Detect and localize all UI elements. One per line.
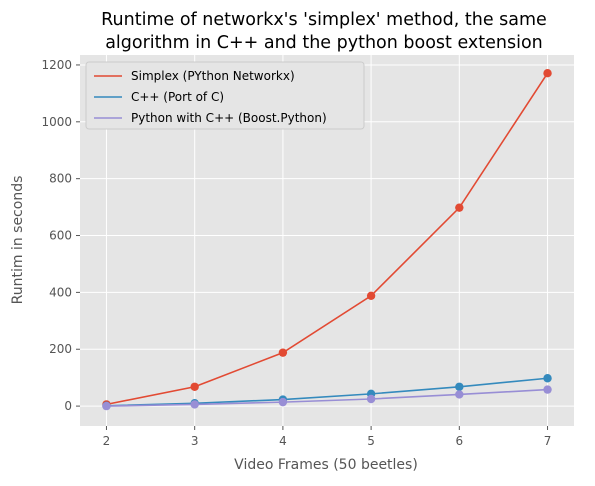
- y-tick-label: 600: [49, 229, 72, 243]
- series-1-point: [366, 291, 376, 300]
- series-line-1: [106, 72, 549, 406]
- series-3-point: [278, 397, 288, 407]
- y-tick-label: 200: [49, 342, 72, 356]
- x-tick-label: 4: [279, 434, 287, 448]
- series-layer: [102, 68, 552, 411]
- y-tick-label: 800: [49, 172, 72, 186]
- legend-label-2: C++ (Port of C): [131, 90, 224, 104]
- series-1-point: [543, 68, 552, 78]
- legend: Simplex (PYthon Networkx) C++ (Port of C)…: [85, 61, 365, 130]
- x-axis-label: Video Frames (50 beetles): [234, 457, 418, 473]
- series-1-point: [190, 382, 199, 391]
- series-3-point: [366, 394, 376, 404]
- y-tick-label: 1200: [41, 58, 72, 72]
- y-tick-label: 1000: [41, 115, 72, 129]
- chart-title-line-1: Runtime of networkx's 'simplex' method, …: [101, 10, 547, 30]
- series-1-point: [278, 348, 288, 357]
- legend-items: Simplex (PYthon Networkx) C++ (Port of C)…: [94, 69, 327, 125]
- legend-label-1: Simplex (PYthon Networkx): [131, 69, 295, 83]
- y-tick-label: 400: [49, 285, 72, 299]
- series-line-2: [106, 377, 548, 407]
- series-3-point: [543, 385, 552, 394]
- tick-labels: 2 3 4 5 6 7 0 200 400 600 800 1000 1200: [41, 58, 551, 448]
- y-tick-label: 0: [64, 399, 72, 413]
- y-axis-label: Runtim in seconds: [10, 176, 26, 305]
- x-tick-label: 5: [367, 434, 375, 448]
- series-3-point: [190, 400, 199, 409]
- legend-label-3: Python with C++ (Boost.Python): [131, 111, 327, 125]
- series-3-point: [455, 390, 464, 399]
- series-2-point: [455, 382, 464, 391]
- legend-box: [85, 61, 365, 130]
- series-2-point: [543, 374, 552, 383]
- series-3-point: [102, 401, 111, 411]
- x-tick-label: 2: [103, 434, 111, 448]
- x-tick-label: 3: [191, 434, 199, 448]
- chart-title-line-2: algorithm in C++ and the python boost ex…: [105, 33, 543, 53]
- series-1-point: [455, 203, 464, 212]
- x-tick-label: 6: [456, 434, 464, 448]
- series-line-3: [106, 388, 548, 407]
- x-tick-label: 7: [544, 434, 552, 448]
